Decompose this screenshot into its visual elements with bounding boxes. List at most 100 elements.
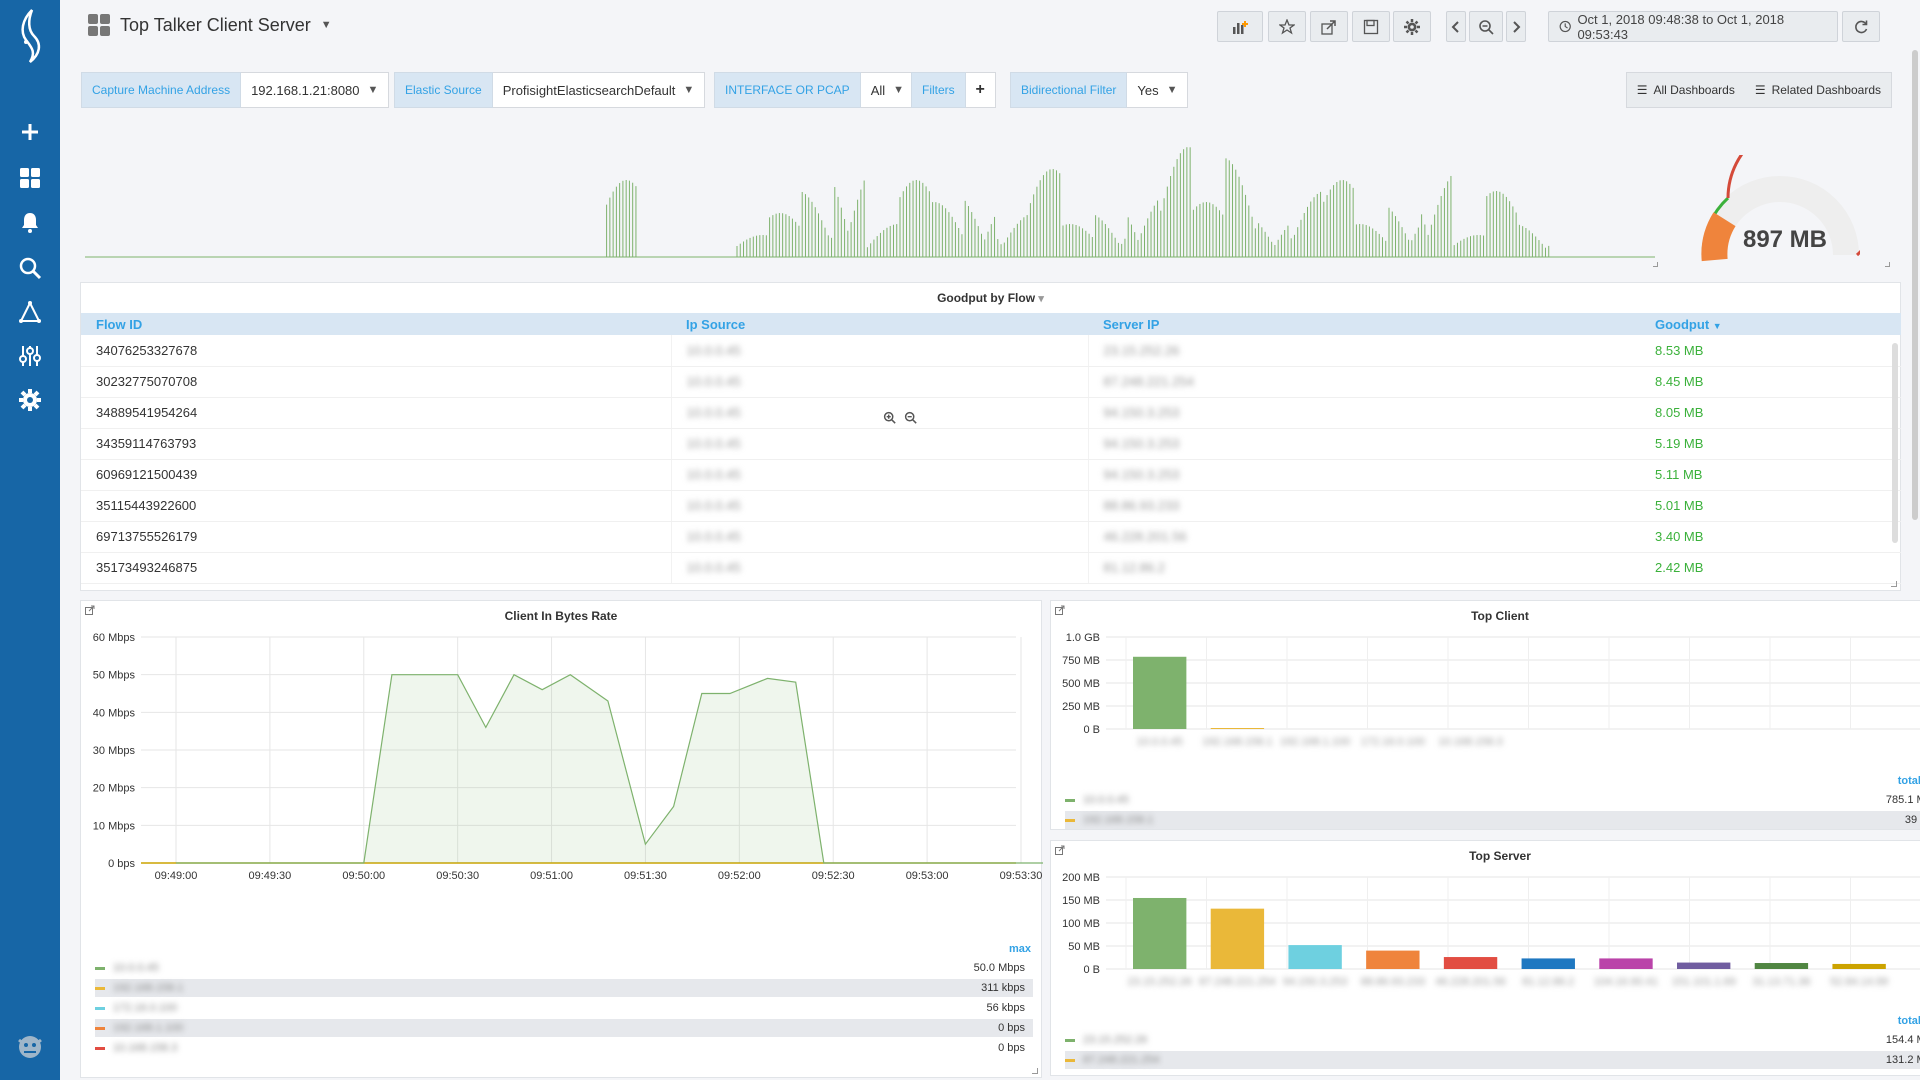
user-avatar-icon[interactable]	[14, 1030, 46, 1062]
ip-source-cell: 10.0.0.45	[670, 552, 1088, 584]
table-scrollbar[interactable]	[1892, 343, 1898, 543]
sliders-icon[interactable]	[0, 336, 60, 376]
dashboard-grid-icon	[88, 14, 110, 36]
panel-link-icon[interactable]	[1055, 845, 1065, 855]
page-scrollbar[interactable]	[1912, 50, 1918, 520]
server-ip-cell: 81.12.86.2	[1087, 552, 1640, 584]
resize-handle[interactable]	[1885, 262, 1890, 267]
flow-id-cell: 34076253327678	[81, 335, 671, 367]
flow-id-cell: 30232775070708	[81, 366, 671, 398]
legend-name: 10.0.0.45	[113, 962, 159, 974]
ip-source-cell: 10.0.0.45	[670, 490, 1088, 522]
x-tick-label: 09:52:00	[718, 870, 761, 882]
add-filter-button[interactable]: +	[965, 72, 996, 108]
resize-handle[interactable]	[1891, 581, 1897, 587]
bar	[1133, 897, 1187, 969]
legend-item[interactable]: 10.168.158.3 0 bps	[95, 1039, 1033, 1057]
related-dashboards-link[interactable]: ☰ Related Dashboards	[1745, 73, 1891, 107]
table-row[interactable]: 35173493246875 10.0.0.45 81.12.86.2 2.42 MB	[81, 552, 1901, 584]
y-tick-label: 40 Mbps	[93, 707, 136, 719]
server-ip-cell: 87.248.221.254	[1087, 366, 1640, 398]
zoom-in-icon[interactable]	[883, 411, 896, 424]
resize-handle[interactable]	[1653, 262, 1658, 267]
bidirectional-select[interactable]: Yes ▼	[1127, 72, 1189, 108]
alerting-bell-icon[interactable]	[0, 202, 60, 242]
x-tick-label: 09:52:30	[812, 870, 855, 882]
legend-item[interactable]: 192.168.1.100 0 bps	[95, 1019, 1033, 1037]
bar	[1677, 962, 1731, 969]
legend-swatch	[1065, 1038, 1075, 1042]
explore-icon[interactable]	[0, 248, 60, 288]
bar	[1521, 958, 1575, 969]
variable-capture-machine: Capture Machine Address 192.168.1.21:808…	[81, 72, 390, 108]
variable-filters: Filters +	[911, 72, 996, 108]
goodput-cell: 8.05 MB	[1640, 397, 1901, 429]
interface-select[interactable]: All ▼	[860, 72, 916, 108]
x-tick-label: 104.16.90.41	[1594, 976, 1658, 988]
legend-item[interactable]: 192.168.158.1 311 kbps	[95, 979, 1033, 997]
legend-item[interactable]: 87.248.221.254 131.2 MB	[1065, 1051, 1920, 1069]
resize-handle[interactable]	[1032, 1068, 1038, 1074]
time-back-button[interactable]	[1446, 11, 1466, 42]
zoom-out-icon[interactable]	[904, 411, 917, 424]
table-row[interactable]: 60969121500439 10.0.0.45 94.150.3.253 5.11 …	[81, 459, 1901, 491]
bar	[1210, 908, 1265, 969]
legend-value: 39 kB	[1904, 814, 1920, 826]
elastic-source-select[interactable]: ProfisightElasticsearchDefault ▼	[492, 72, 706, 108]
legend-item[interactable]: 172.16.0.100 56 kbps	[95, 999, 1033, 1017]
legend-item[interactable]: 23.15.252.26 154.4 MB	[1065, 1031, 1920, 1049]
topology-icon[interactable]	[0, 292, 60, 332]
settings-button[interactable]	[1393, 11, 1431, 42]
legend-header-total[interactable]: total	[1897, 775, 1920, 787]
create-icon[interactable]	[0, 112, 60, 152]
bar	[1366, 950, 1420, 969]
column-header-server-ip[interactable]: Server IP	[1088, 313, 1640, 335]
flow-id-cell: 34359114763793	[81, 428, 671, 460]
add-panel-button[interactable]	[1217, 11, 1263, 42]
top-navbar: Top Talker Client Server ▼ Oct 1, 2	[60, 0, 1920, 54]
save-button[interactable]	[1352, 11, 1390, 42]
column-header-flow-id[interactable]: Flow ID	[81, 313, 671, 335]
x-tick-label: 87.248.221.254	[1199, 976, 1275, 988]
time-range-picker[interactable]: Oct 1, 2018 09:48:38 to Oct 1, 2018 09:5…	[1548, 11, 1838, 42]
legend-header-total[interactable]: total	[1897, 1015, 1920, 1027]
column-header-ip-source[interactable]: Ip Source	[671, 313, 1088, 335]
gear-icon[interactable]	[0, 380, 60, 420]
legend-header-max[interactable]: max	[1008, 943, 1031, 955]
table-row[interactable]: 69713755526179 10.0.0.45 46.228.201.56 3.40…	[81, 521, 1901, 553]
goodput-cell: 8.53 MB	[1640, 335, 1901, 367]
all-dashboards-link[interactable]: ☰ All Dashboards	[1627, 73, 1745, 107]
table-row[interactable]: 35115443922600 10.0.0.45 88.86.93.233 5.01 …	[81, 490, 1901, 522]
column-header-goodput[interactable]: Goodput ▼	[1640, 313, 1901, 335]
time-forward-button[interactable]	[1506, 11, 1526, 42]
table-row[interactable]: 34359114763793 10.0.0.45 94.150.3.253 5.19 …	[81, 428, 1901, 460]
caret-down-icon: ▼	[1166, 84, 1178, 96]
table-row[interactable]: 34889541954264 10.0.0.45 94.150.3.253 8.05 …	[81, 397, 1901, 429]
legend-item[interactable]: 10.0.0.45 50.0 Mbps	[95, 959, 1033, 977]
refresh-button[interactable]	[1842, 11, 1880, 42]
panel-title[interactable]: Goodput by Flow ▾	[81, 291, 1900, 305]
dashboards-icon[interactable]	[0, 158, 60, 198]
star-button[interactable]	[1268, 11, 1306, 42]
legend-item[interactable]: 10.0.0.45 785.1 MB	[1065, 791, 1920, 809]
gauge-value: 897 MB	[1743, 226, 1827, 253]
goodput-cell: 5.19 MB	[1640, 428, 1901, 460]
legend-value: 311 kbps	[981, 982, 1025, 994]
table-row[interactable]: 34076253327678 10.0.0.45 23.15.252.26 8.53 …	[81, 335, 1901, 367]
panel-title[interactable]: Top Server	[1469, 849, 1531, 863]
panel-link-icon[interactable]	[1055, 605, 1065, 615]
zoom-out-button[interactable]	[1469, 11, 1503, 42]
panel-link-icon[interactable]	[85, 605, 95, 615]
clock-icon	[1559, 20, 1571, 33]
x-tick-label: 10.0.0.45	[1137, 736, 1183, 748]
app-logo-icon[interactable]	[12, 6, 48, 66]
panel-title[interactable]: Top Client	[1471, 609, 1529, 623]
legend-name: 10.0.0.45	[1083, 794, 1129, 806]
share-button[interactable]	[1310, 11, 1348, 42]
capture-machine-select[interactable]: 192.168.1.21:8080 ▼	[241, 72, 390, 108]
legend-item[interactable]: 192.168.158.1 39 kB	[1065, 811, 1920, 829]
table-row[interactable]: 30232775070708 10.0.0.45 87.248.221.254 8.4…	[81, 366, 1901, 398]
dashboard-title-picker[interactable]: Top Talker Client Server ▼	[88, 14, 332, 36]
panel-title[interactable]: Client In Bytes Rate	[504, 609, 618, 623]
server-ip-cell: 88.86.93.233	[1087, 490, 1640, 522]
